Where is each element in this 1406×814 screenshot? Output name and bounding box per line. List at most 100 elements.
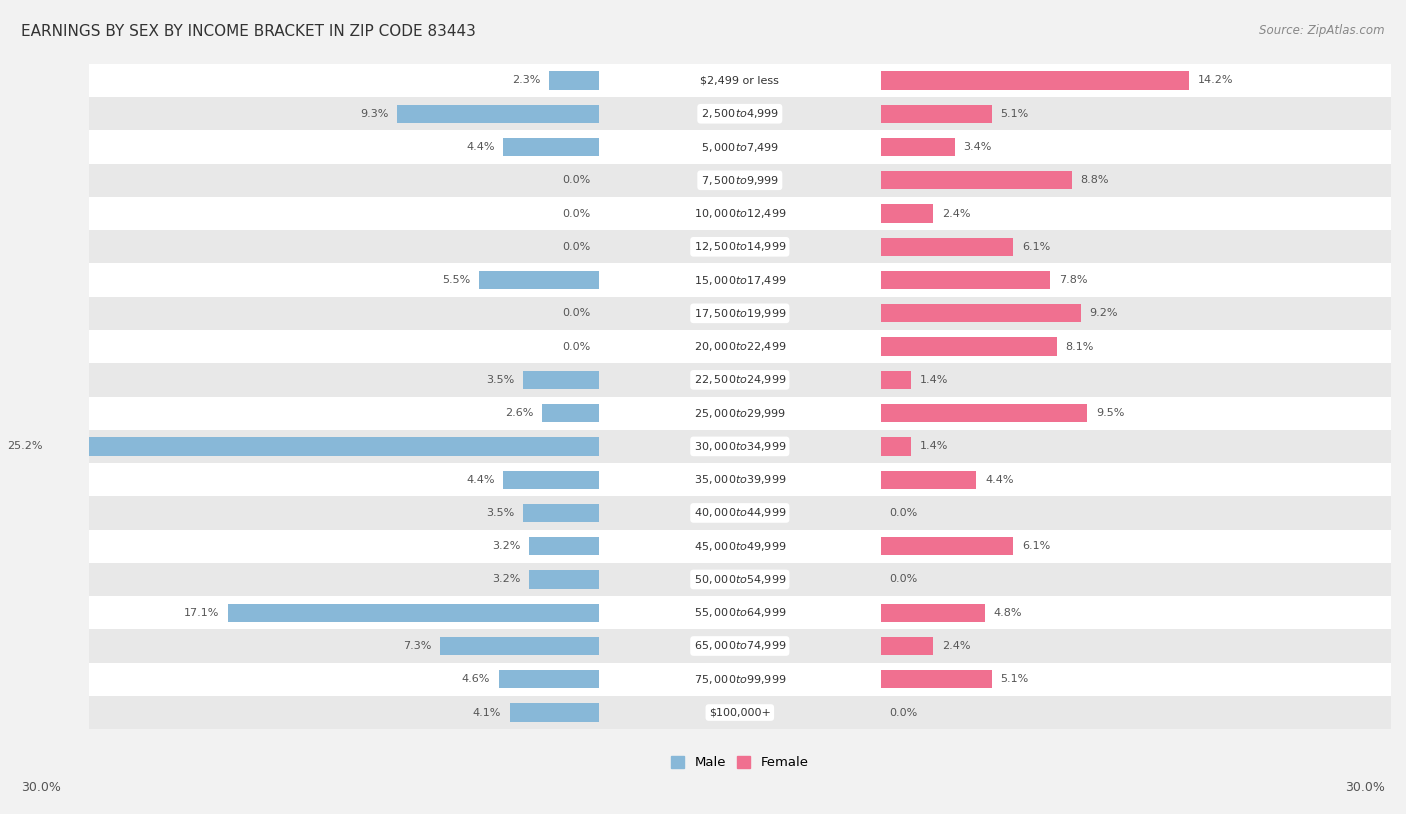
Bar (543, 404, 599, 422)
Text: $55,000 to $64,999: $55,000 to $64,999 (693, 606, 786, 619)
Bar (503, 470, 599, 489)
Bar (499, 670, 599, 689)
Text: 9.2%: 9.2% (1090, 309, 1118, 318)
Text: 5.1%: 5.1% (1000, 109, 1029, 119)
Bar (882, 637, 934, 655)
Bar (529, 571, 599, 589)
Bar (89, 696, 1391, 729)
Text: 0.0%: 0.0% (562, 175, 591, 186)
Text: 4.8%: 4.8% (994, 608, 1022, 618)
Bar (882, 537, 1014, 555)
Text: 4.4%: 4.4% (986, 475, 1014, 484)
Text: 8.1%: 8.1% (1066, 342, 1094, 352)
Text: $17,500 to $19,999: $17,500 to $19,999 (693, 307, 786, 320)
Text: $45,000 to $49,999: $45,000 to $49,999 (693, 540, 786, 553)
Bar (89, 562, 1391, 596)
Text: 0.0%: 0.0% (562, 208, 591, 218)
Text: 14.2%: 14.2% (1198, 76, 1233, 85)
Text: $7,500 to $9,999: $7,500 to $9,999 (700, 173, 779, 186)
Text: 2.3%: 2.3% (512, 76, 540, 85)
Text: $65,000 to $74,999: $65,000 to $74,999 (693, 640, 786, 653)
Text: 3.5%: 3.5% (486, 375, 515, 385)
Text: 0.0%: 0.0% (890, 575, 918, 584)
Text: 0.0%: 0.0% (562, 242, 591, 252)
Text: 5.5%: 5.5% (443, 275, 471, 285)
Bar (503, 138, 599, 156)
Bar (548, 72, 599, 90)
Text: $15,000 to $17,499: $15,000 to $17,499 (693, 274, 786, 287)
Text: 4.4%: 4.4% (465, 142, 495, 152)
Text: $22,500 to $24,999: $22,500 to $24,999 (693, 374, 786, 387)
Text: $50,000 to $54,999: $50,000 to $54,999 (693, 573, 786, 586)
Text: 7.8%: 7.8% (1059, 275, 1087, 285)
Text: 1.4%: 1.4% (920, 375, 949, 385)
Bar (882, 604, 986, 622)
Bar (89, 663, 1391, 696)
Bar (882, 670, 991, 689)
Text: 9.3%: 9.3% (360, 109, 388, 119)
Text: 2.4%: 2.4% (942, 208, 970, 218)
Bar (89, 363, 1391, 396)
Bar (529, 537, 599, 555)
Text: 4.4%: 4.4% (465, 475, 495, 484)
Text: 2.6%: 2.6% (505, 408, 534, 418)
Text: 17.1%: 17.1% (184, 608, 219, 618)
Bar (89, 430, 1391, 463)
Bar (89, 497, 1391, 530)
Bar (89, 396, 1391, 430)
Bar (882, 470, 976, 489)
Bar (89, 330, 1391, 363)
Text: $30,000 to $34,999: $30,000 to $34,999 (693, 440, 786, 453)
Text: 25.2%: 25.2% (7, 441, 44, 452)
Text: $25,000 to $29,999: $25,000 to $29,999 (693, 407, 786, 420)
Text: 5.1%: 5.1% (1000, 674, 1029, 685)
Bar (440, 637, 599, 655)
Bar (882, 370, 911, 389)
Bar (89, 530, 1391, 562)
Bar (89, 164, 1391, 197)
Text: 3.4%: 3.4% (963, 142, 991, 152)
Text: 0.0%: 0.0% (562, 309, 591, 318)
Text: 7.3%: 7.3% (404, 641, 432, 651)
Bar (89, 296, 1391, 330)
Text: $10,000 to $12,499: $10,000 to $12,499 (693, 207, 786, 220)
Text: 0.0%: 0.0% (562, 342, 591, 352)
Bar (882, 304, 1081, 322)
Text: 4.6%: 4.6% (461, 674, 491, 685)
Text: 6.1%: 6.1% (1022, 242, 1050, 252)
Text: $35,000 to $39,999: $35,000 to $39,999 (693, 473, 786, 486)
Text: $100,000+: $100,000+ (709, 707, 770, 717)
Bar (89, 197, 1391, 230)
Bar (396, 104, 599, 123)
Bar (882, 271, 1050, 289)
Bar (882, 204, 934, 223)
Bar (882, 138, 955, 156)
Bar (89, 130, 1391, 164)
Text: 8.8%: 8.8% (1081, 175, 1109, 186)
Bar (882, 437, 911, 456)
Text: $40,000 to $44,999: $40,000 to $44,999 (693, 506, 786, 519)
Text: 3.2%: 3.2% (492, 575, 520, 584)
Text: 30.0%: 30.0% (1346, 781, 1385, 794)
Bar (89, 63, 1391, 97)
Bar (52, 437, 599, 456)
Bar (89, 97, 1391, 130)
Bar (228, 604, 599, 622)
Bar (89, 264, 1391, 296)
Text: 9.5%: 9.5% (1095, 408, 1125, 418)
Text: 30.0%: 30.0% (21, 781, 60, 794)
Text: 0.0%: 0.0% (890, 508, 918, 518)
Bar (882, 404, 1087, 422)
Text: 2.4%: 2.4% (942, 641, 970, 651)
Bar (89, 629, 1391, 663)
Text: 6.1%: 6.1% (1022, 541, 1050, 551)
Text: 0.0%: 0.0% (890, 707, 918, 717)
Bar (89, 230, 1391, 264)
Bar (523, 504, 599, 522)
Bar (882, 171, 1071, 190)
Text: 1.4%: 1.4% (920, 441, 949, 452)
Bar (882, 338, 1057, 356)
Bar (882, 238, 1014, 256)
Bar (89, 596, 1391, 629)
Text: 3.2%: 3.2% (492, 541, 520, 551)
